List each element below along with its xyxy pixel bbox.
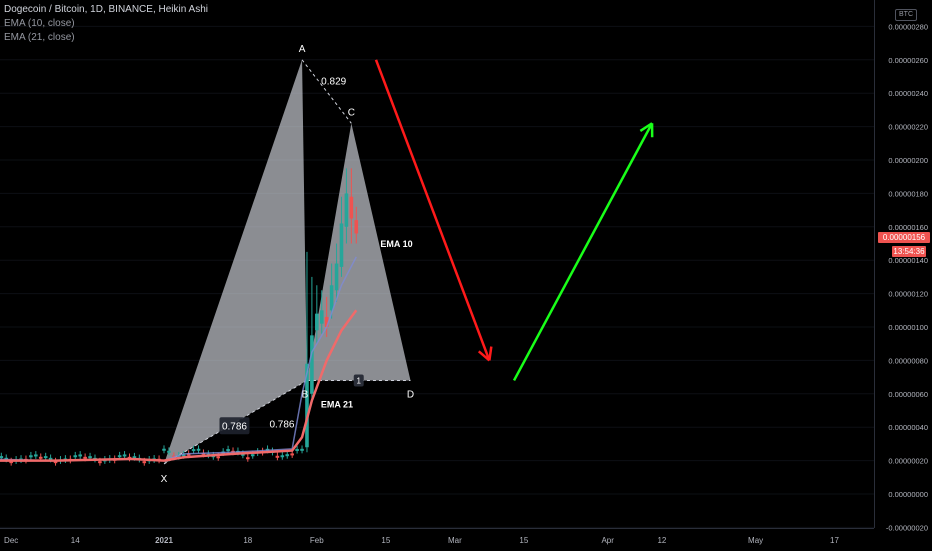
price-axis[interactable]: [874, 0, 932, 528]
candle-body: [197, 449, 201, 451]
candle-body: [285, 454, 289, 456]
candle-body: [142, 461, 146, 463]
candle-body: [226, 449, 230, 451]
candle-body: [281, 455, 285, 457]
candle-body: [300, 449, 304, 451]
candle-body: [162, 449, 166, 451]
candle-body: [354, 220, 358, 233]
candle-body: [246, 457, 250, 459]
candle-body: [0, 456, 3, 458]
chart-legend: Dogecoin / Bitcoin, 1D, BINANCE, Heikin …: [4, 3, 208, 45]
candle-body: [83, 457, 87, 459]
candle-body: [295, 449, 299, 451]
pattern-leg-ac: [302, 60, 351, 123]
candle-body: [310, 335, 314, 393]
candle-body: [39, 457, 43, 459]
candle-body: [350, 197, 354, 219]
up-arrow: [514, 123, 652, 380]
pattern-triangle-xab: [164, 60, 307, 464]
candle-body: [78, 454, 82, 456]
candle-body: [29, 455, 33, 457]
candle-body: [290, 453, 294, 455]
ema10-annotation: EMA 10: [380, 239, 412, 249]
point-label-x: X: [161, 474, 168, 485]
candle-body: [73, 455, 77, 457]
candle-body: [118, 455, 122, 457]
candle-body: [276, 456, 280, 458]
candle-body: [34, 454, 38, 456]
candle-body: [320, 310, 324, 323]
point-label-c: C: [348, 107, 355, 118]
currency-badge[interactable]: BTC: [895, 9, 917, 21]
time-axis[interactable]: [0, 528, 874, 551]
candle-body: [123, 454, 127, 456]
point-label-a: A: [299, 44, 306, 55]
point-label-b: B: [302, 389, 309, 400]
candle-body: [167, 451, 171, 453]
candle-body: [340, 223, 344, 266]
ratio-label-bd: 0.786: [269, 419, 294, 430]
axis-corner: [874, 528, 932, 550]
chart-grid: [0, 0, 874, 527]
last-price-tag: 0.00000156: [878, 232, 930, 243]
candle-body: [192, 449, 196, 451]
arrow-head: [489, 347, 491, 361]
candle-body: [88, 456, 92, 458]
point-label-d: D: [407, 389, 414, 400]
projection-arrows[interactable]: [376, 60, 652, 381]
candle-body: [44, 456, 48, 458]
symbol-title: Dogecoin / Bitcoin, 1D, BINANCE, Heikin …: [4, 3, 208, 17]
ema21-legend: EMA (21, close): [4, 31, 208, 45]
harmonic-pattern[interactable]: [164, 60, 411, 464]
candle-body: [335, 264, 339, 291]
candle-body: [98, 461, 102, 463]
candle-body: [216, 456, 220, 458]
candle-body: [330, 285, 334, 310]
ratio-label-xb: 0.786: [222, 422, 247, 433]
ratio-label-ac: 0.829: [321, 77, 346, 88]
pattern-triangle-bcd: [307, 123, 411, 380]
candle-body: [251, 454, 255, 456]
ema21-annotation: EMA 21: [321, 399, 353, 409]
bar-countdown-tag: 13:54:36: [892, 246, 926, 257]
leg-tag: 1: [357, 376, 362, 385]
ema10-legend: EMA (10, close): [4, 17, 208, 31]
candle-body: [315, 314, 319, 331]
candle-body: [345, 193, 349, 226]
